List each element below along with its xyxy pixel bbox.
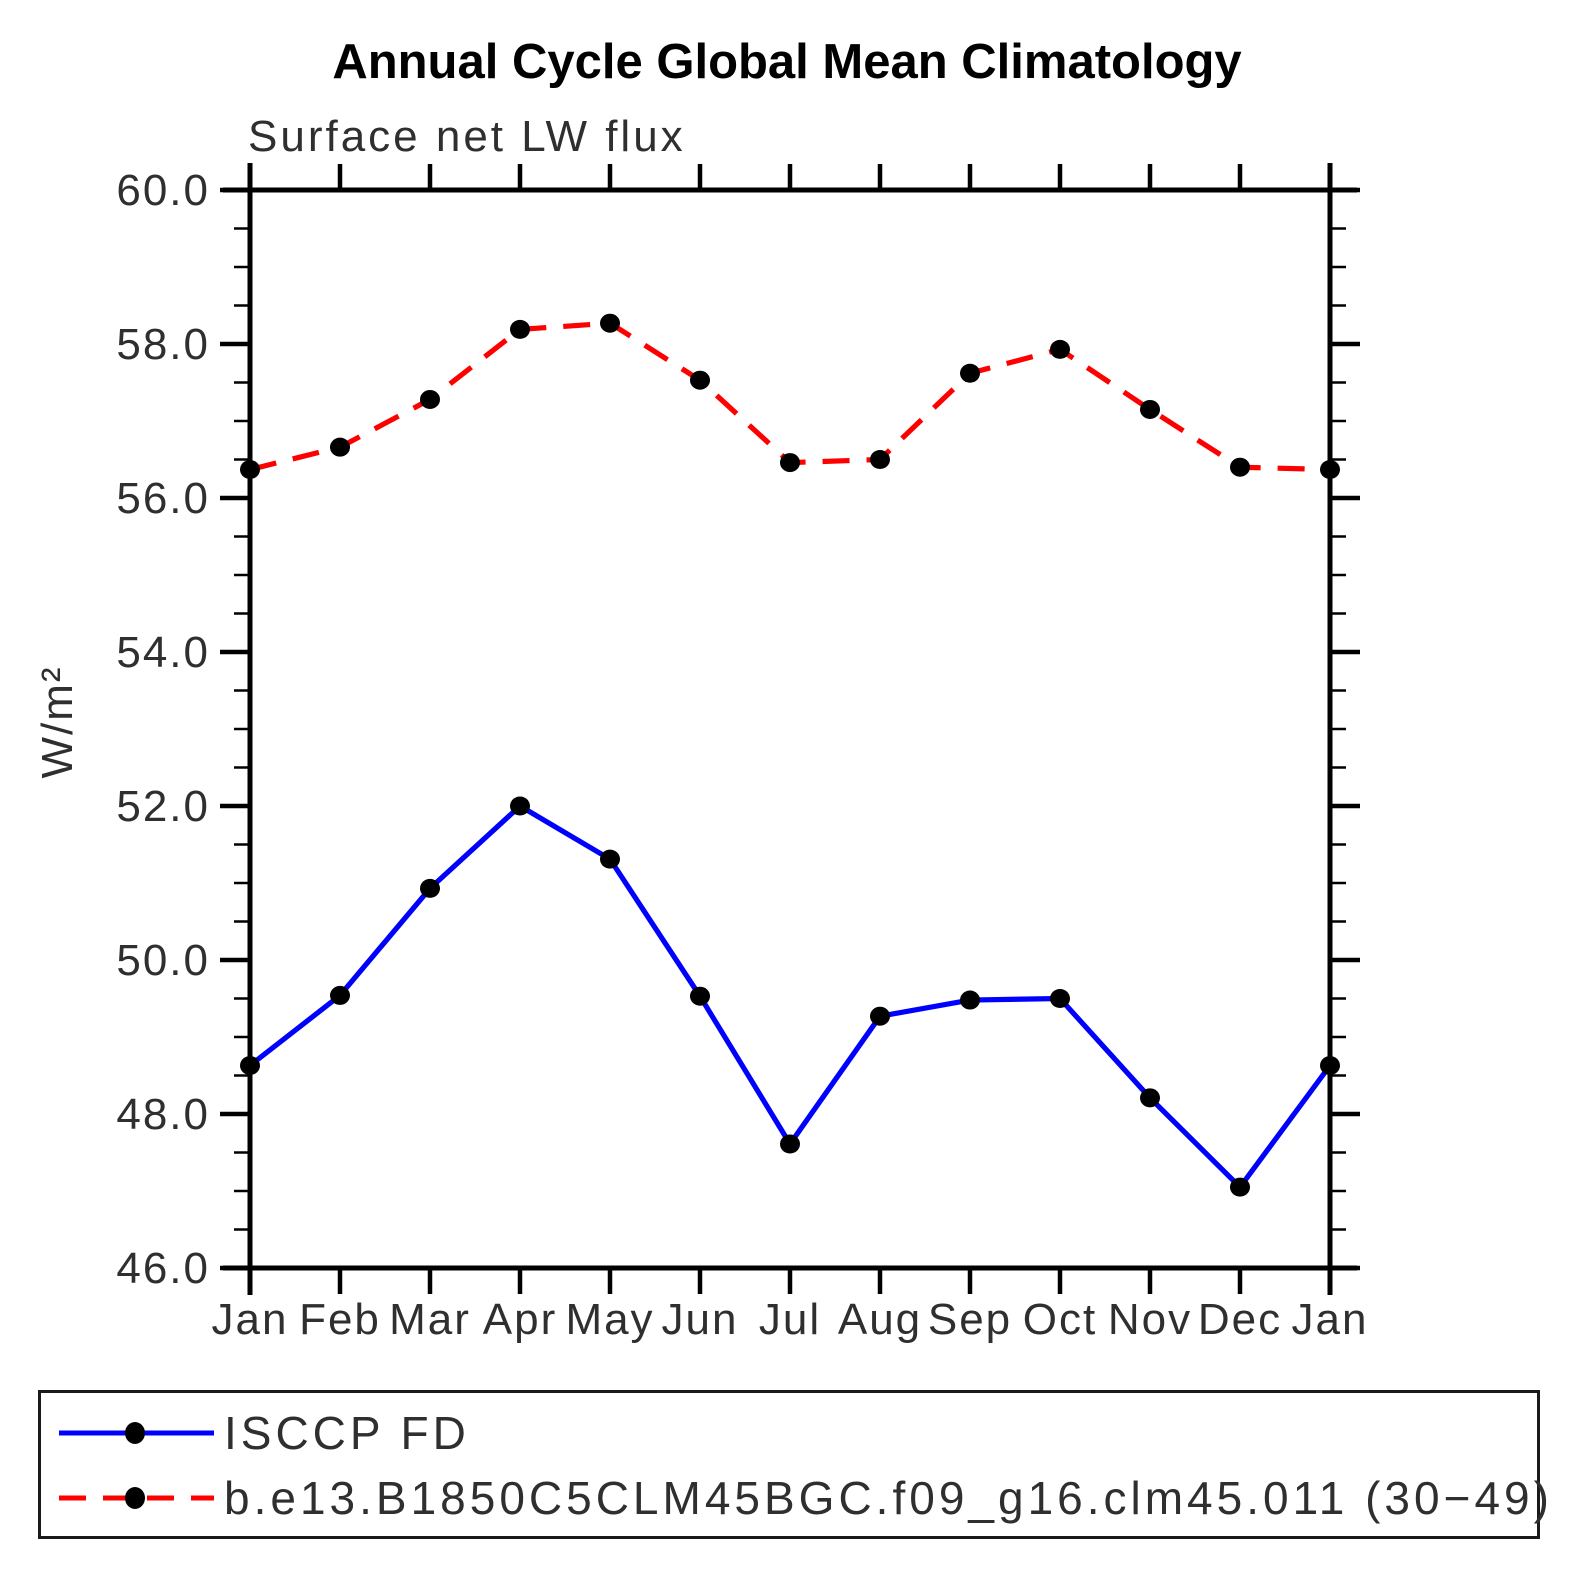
legend-label: b.e13.B1850C5CLM45BGC.f09_g16.clm45.011 … bbox=[224, 1472, 1553, 1524]
legend-item-isccp: ISCCP FD bbox=[50, 1406, 470, 1460]
data-point-marker bbox=[600, 313, 620, 333]
plot-frame bbox=[223, 163, 1357, 1295]
legend-label: ISCCP FD bbox=[224, 1407, 470, 1459]
y-tick-label: 58.0 bbox=[116, 320, 210, 369]
series-line-0 bbox=[248, 802, 1333, 1192]
data-point-marker bbox=[330, 985, 350, 1005]
x-tick-label: Jul bbox=[759, 1295, 821, 1344]
legend-line-sample-solid-blue bbox=[59, 1422, 214, 1444]
data-point-marker bbox=[240, 1055, 260, 1075]
data-point-marker bbox=[510, 319, 530, 339]
data-point-marker bbox=[600, 849, 620, 869]
chart-title: Annual Cycle Global Mean Climatology bbox=[332, 35, 1242, 89]
data-point-marker bbox=[240, 460, 260, 480]
data-point-marker bbox=[870, 450, 890, 469]
x-tick-label: Jan bbox=[1292, 1295, 1369, 1344]
data-point-marker bbox=[510, 796, 530, 816]
data-point-marker bbox=[780, 453, 800, 473]
x-tick-label: Mar bbox=[389, 1295, 471, 1344]
data-point-marker bbox=[1230, 457, 1250, 477]
legend-item-model: b.e13.B1850C5CLM45BGC.f09_g16.clm45.011 … bbox=[50, 1471, 1553, 1525]
series-1 bbox=[240, 313, 1340, 480]
y-tick-label: 52.0 bbox=[116, 782, 210, 831]
x-tick-label: Oct bbox=[1023, 1295, 1097, 1344]
data-point-marker bbox=[1230, 1177, 1250, 1197]
x-tick-labels: Jan Feb Mar Apr May Jun Jul Aug Sep Oct Nov Dec Jan bbox=[212, 1295, 1369, 1344]
x-tick-label: Dec bbox=[1198, 1295, 1282, 1344]
data-point-marker bbox=[690, 370, 710, 390]
y-tick-labels: 46.0 48.0 50.0 52.0 54.0 56.0 58.0 60.0 bbox=[116, 166, 210, 1293]
x-tick-label: May bbox=[565, 1295, 654, 1344]
data-point-marker bbox=[780, 1134, 800, 1154]
y-tick-label: 50.0 bbox=[116, 936, 210, 985]
data-point-marker bbox=[960, 363, 980, 383]
y-tick-label: 48.0 bbox=[116, 1090, 210, 1139]
x-axis-ticks bbox=[247, 164, 1333, 1294]
x-tick-label: Jan bbox=[212, 1295, 289, 1344]
data-point-marker bbox=[1050, 339, 1070, 359]
series-line-1 bbox=[249, 320, 1331, 473]
data-point-marker bbox=[1320, 1055, 1340, 1075]
data-point-marker bbox=[420, 878, 440, 898]
data-point-marker bbox=[690, 986, 710, 1006]
x-tick-label: Apr bbox=[483, 1295, 557, 1344]
data-point-marker bbox=[1140, 1088, 1160, 1108]
data-point-marker bbox=[870, 1006, 890, 1026]
data-point-marker bbox=[1320, 460, 1340, 480]
x-tick-label: Aug bbox=[838, 1295, 922, 1344]
chart-subtitle: Surface net LW flux bbox=[248, 112, 686, 161]
y-axis-label: W/m² bbox=[33, 665, 82, 778]
x-tick-label: Sep bbox=[928, 1295, 1012, 1344]
y-tick-label: 60.0 bbox=[116, 166, 210, 215]
y-tick-label: 56.0 bbox=[116, 474, 210, 523]
legend: ISCCP FD b.e13.B1850C5CLM45BGC.f09_g16.c… bbox=[38, 1390, 1549, 1539]
series-0 bbox=[240, 796, 1340, 1197]
legend-line-sample-dashed-red bbox=[59, 1487, 214, 1509]
x-tick-label: Nov bbox=[1108, 1295, 1192, 1344]
y-tick-label: 54.0 bbox=[116, 628, 210, 677]
y-tick-label: 46.0 bbox=[116, 1244, 210, 1293]
data-point-marker bbox=[1050, 989, 1070, 1008]
x-tick-label: Jun bbox=[662, 1295, 739, 1344]
data-point-marker bbox=[420, 389, 440, 409]
data-point-marker bbox=[960, 990, 980, 1010]
x-tick-label: Feb bbox=[299, 1295, 381, 1344]
data-point-marker bbox=[330, 437, 350, 457]
data-point-marker bbox=[1140, 399, 1160, 419]
y-axis-ticks bbox=[220, 187, 1360, 1271]
